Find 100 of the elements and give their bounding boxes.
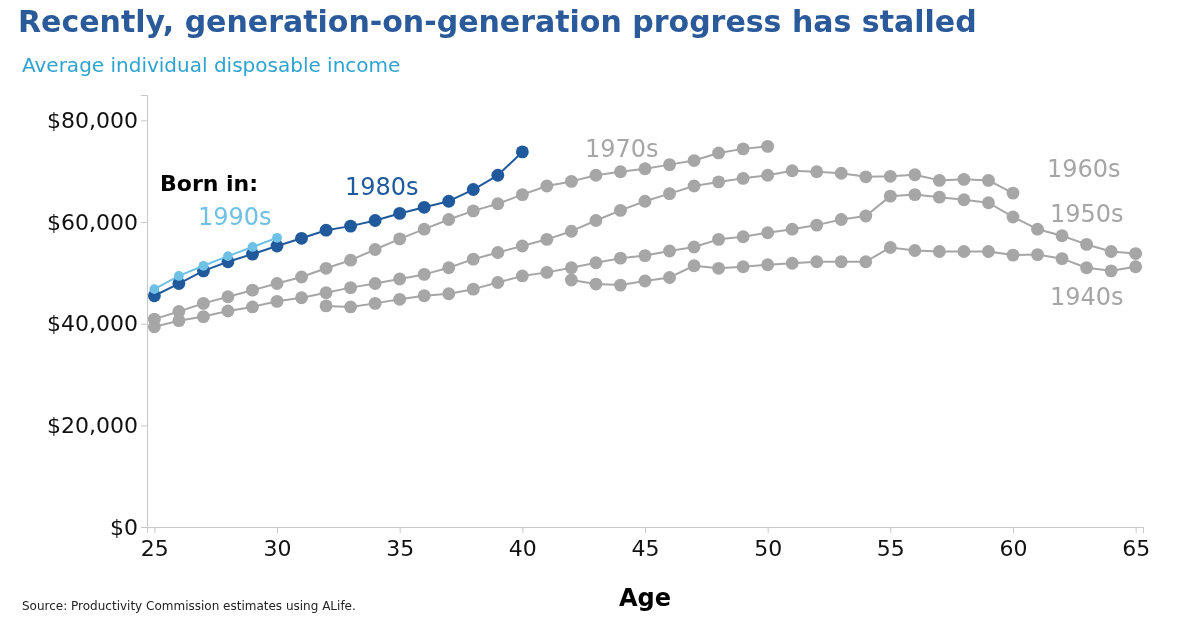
point xyxy=(1055,252,1069,266)
point xyxy=(1080,238,1094,251)
x-tick-label: 45 xyxy=(631,535,660,561)
point xyxy=(589,168,603,182)
annotation: Born in: xyxy=(160,171,259,196)
point xyxy=(319,261,333,275)
point xyxy=(491,246,505,259)
point xyxy=(515,188,529,202)
point xyxy=(1080,261,1094,275)
point xyxy=(319,286,333,300)
point xyxy=(1031,222,1044,236)
point xyxy=(982,173,995,187)
point xyxy=(614,165,627,179)
point xyxy=(1006,210,1020,224)
point xyxy=(466,183,480,196)
point xyxy=(295,291,308,305)
x-tick-label: 60 xyxy=(999,535,1028,561)
point xyxy=(515,269,529,283)
point xyxy=(638,194,652,208)
series-label: 1990s xyxy=(198,203,272,231)
point xyxy=(712,146,726,160)
series-label: 1970s xyxy=(585,135,659,163)
series-label: 1940s xyxy=(1050,283,1124,311)
point xyxy=(1104,264,1118,278)
point xyxy=(515,145,529,159)
point xyxy=(687,240,701,254)
point xyxy=(319,299,333,313)
point xyxy=(272,232,282,243)
point xyxy=(491,168,505,182)
point xyxy=(638,274,652,288)
point xyxy=(957,245,971,258)
point xyxy=(908,188,922,202)
point xyxy=(1104,245,1118,258)
point xyxy=(614,251,627,265)
point xyxy=(834,166,848,180)
point xyxy=(196,310,210,324)
point xyxy=(834,213,848,226)
point xyxy=(736,260,750,274)
point xyxy=(270,294,284,308)
series-label: 1950s xyxy=(1050,200,1124,228)
point xyxy=(393,207,407,220)
point xyxy=(540,232,554,246)
point xyxy=(247,242,258,252)
point xyxy=(174,271,184,281)
series-label: 1960s xyxy=(1047,155,1121,183)
point xyxy=(982,196,995,210)
point xyxy=(663,187,676,201)
point xyxy=(761,226,775,240)
point xyxy=(221,290,235,304)
point xyxy=(246,283,259,297)
point xyxy=(859,170,873,184)
point xyxy=(638,249,652,263)
series-label: 1980s xyxy=(345,173,419,201)
y-tick-label: $80,000 xyxy=(47,107,138,133)
point xyxy=(172,305,186,318)
chart-subtitle: Average individual disposable income xyxy=(22,53,401,77)
point xyxy=(687,154,701,167)
point xyxy=(198,260,209,271)
point xyxy=(344,219,358,233)
point xyxy=(589,277,603,291)
x-axis-title: Age xyxy=(618,584,672,612)
point xyxy=(1129,247,1143,260)
point xyxy=(442,194,456,208)
point xyxy=(932,173,946,187)
point xyxy=(442,213,456,226)
point xyxy=(295,231,308,245)
point xyxy=(466,282,480,296)
point xyxy=(957,193,971,207)
point xyxy=(196,296,210,310)
point xyxy=(932,245,946,258)
point xyxy=(149,284,160,295)
point xyxy=(1129,260,1143,274)
x-tick-label: 50 xyxy=(754,535,783,561)
chart-title: Recently, generation-on-generation progress has stalled xyxy=(18,4,977,39)
point xyxy=(663,271,676,284)
point xyxy=(540,265,554,279)
point xyxy=(393,232,407,246)
point xyxy=(589,256,603,270)
point xyxy=(932,190,946,204)
point xyxy=(712,232,726,246)
point xyxy=(614,278,627,292)
y-tick-label: $20,000 xyxy=(47,412,138,438)
point xyxy=(1006,248,1020,262)
point xyxy=(982,245,995,258)
point xyxy=(589,214,603,227)
point xyxy=(1006,186,1020,200)
point xyxy=(859,209,873,223)
point xyxy=(221,304,235,318)
point xyxy=(442,261,456,275)
point xyxy=(908,244,922,257)
point xyxy=(491,197,505,211)
point xyxy=(466,204,480,218)
point xyxy=(270,277,284,290)
point xyxy=(246,300,259,314)
point xyxy=(883,169,897,183)
point xyxy=(834,255,848,269)
point xyxy=(957,172,971,186)
point xyxy=(295,270,308,284)
point xyxy=(442,287,456,301)
point xyxy=(883,189,897,203)
